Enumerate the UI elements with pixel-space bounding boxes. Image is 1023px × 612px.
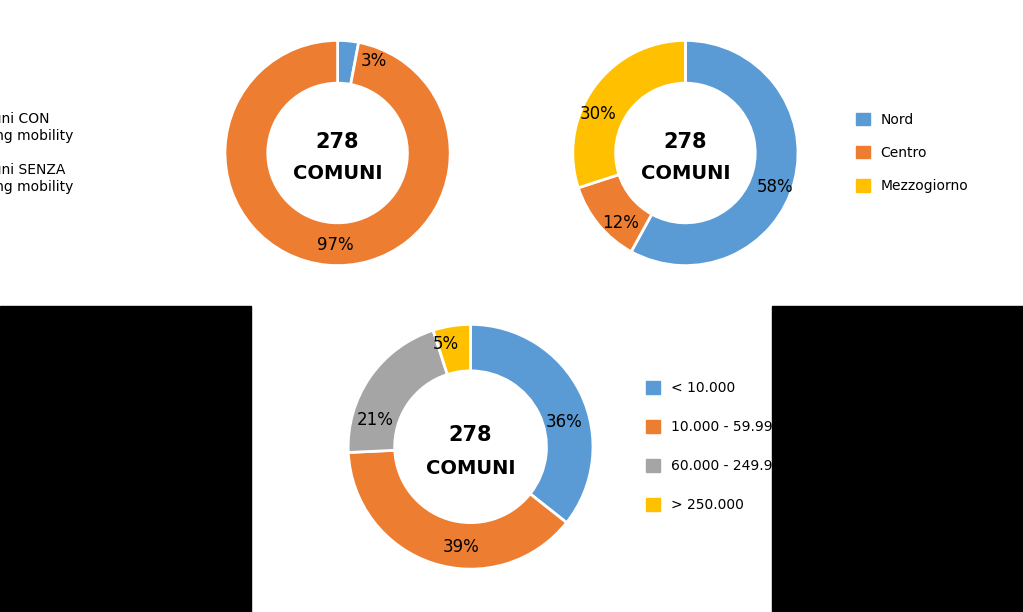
Wedge shape [433, 324, 471, 375]
Text: 12%: 12% [602, 214, 638, 232]
Wedge shape [348, 330, 447, 452]
Legend: Nord, Centro, Mezzogiorno: Nord, Centro, Mezzogiorno [855, 113, 969, 193]
Wedge shape [338, 40, 359, 84]
Text: 278: 278 [316, 132, 359, 152]
Text: 36%: 36% [545, 413, 582, 431]
Text: 3%: 3% [360, 51, 387, 70]
Legend: Comuni CON
sharing mobility, Comuni SENZA
sharing mobility: Comuni CON sharing mobility, Comuni SENZ… [0, 113, 74, 193]
Text: COMUNI: COMUNI [640, 164, 730, 183]
Text: COMUNI: COMUNI [426, 459, 516, 479]
Text: 21%: 21% [357, 411, 394, 429]
Text: 97%: 97% [317, 236, 354, 255]
Text: COMUNI: COMUNI [293, 164, 383, 183]
Text: 5%: 5% [433, 335, 459, 353]
Text: 58%: 58% [757, 177, 794, 196]
Wedge shape [471, 324, 593, 523]
Wedge shape [631, 40, 798, 266]
Text: 39%: 39% [442, 538, 479, 556]
Text: 278: 278 [664, 132, 707, 152]
Text: 278: 278 [449, 425, 492, 444]
Text: 30%: 30% [579, 105, 616, 122]
Legend: < 10.000, 10.000 - 59.999, 60.000 - 249.999, > 250.000: < 10.000, 10.000 - 59.999, 60.000 - 249.… [646, 381, 790, 512]
Wedge shape [573, 40, 685, 188]
Wedge shape [225, 40, 450, 266]
Wedge shape [578, 174, 652, 252]
Wedge shape [348, 450, 567, 569]
